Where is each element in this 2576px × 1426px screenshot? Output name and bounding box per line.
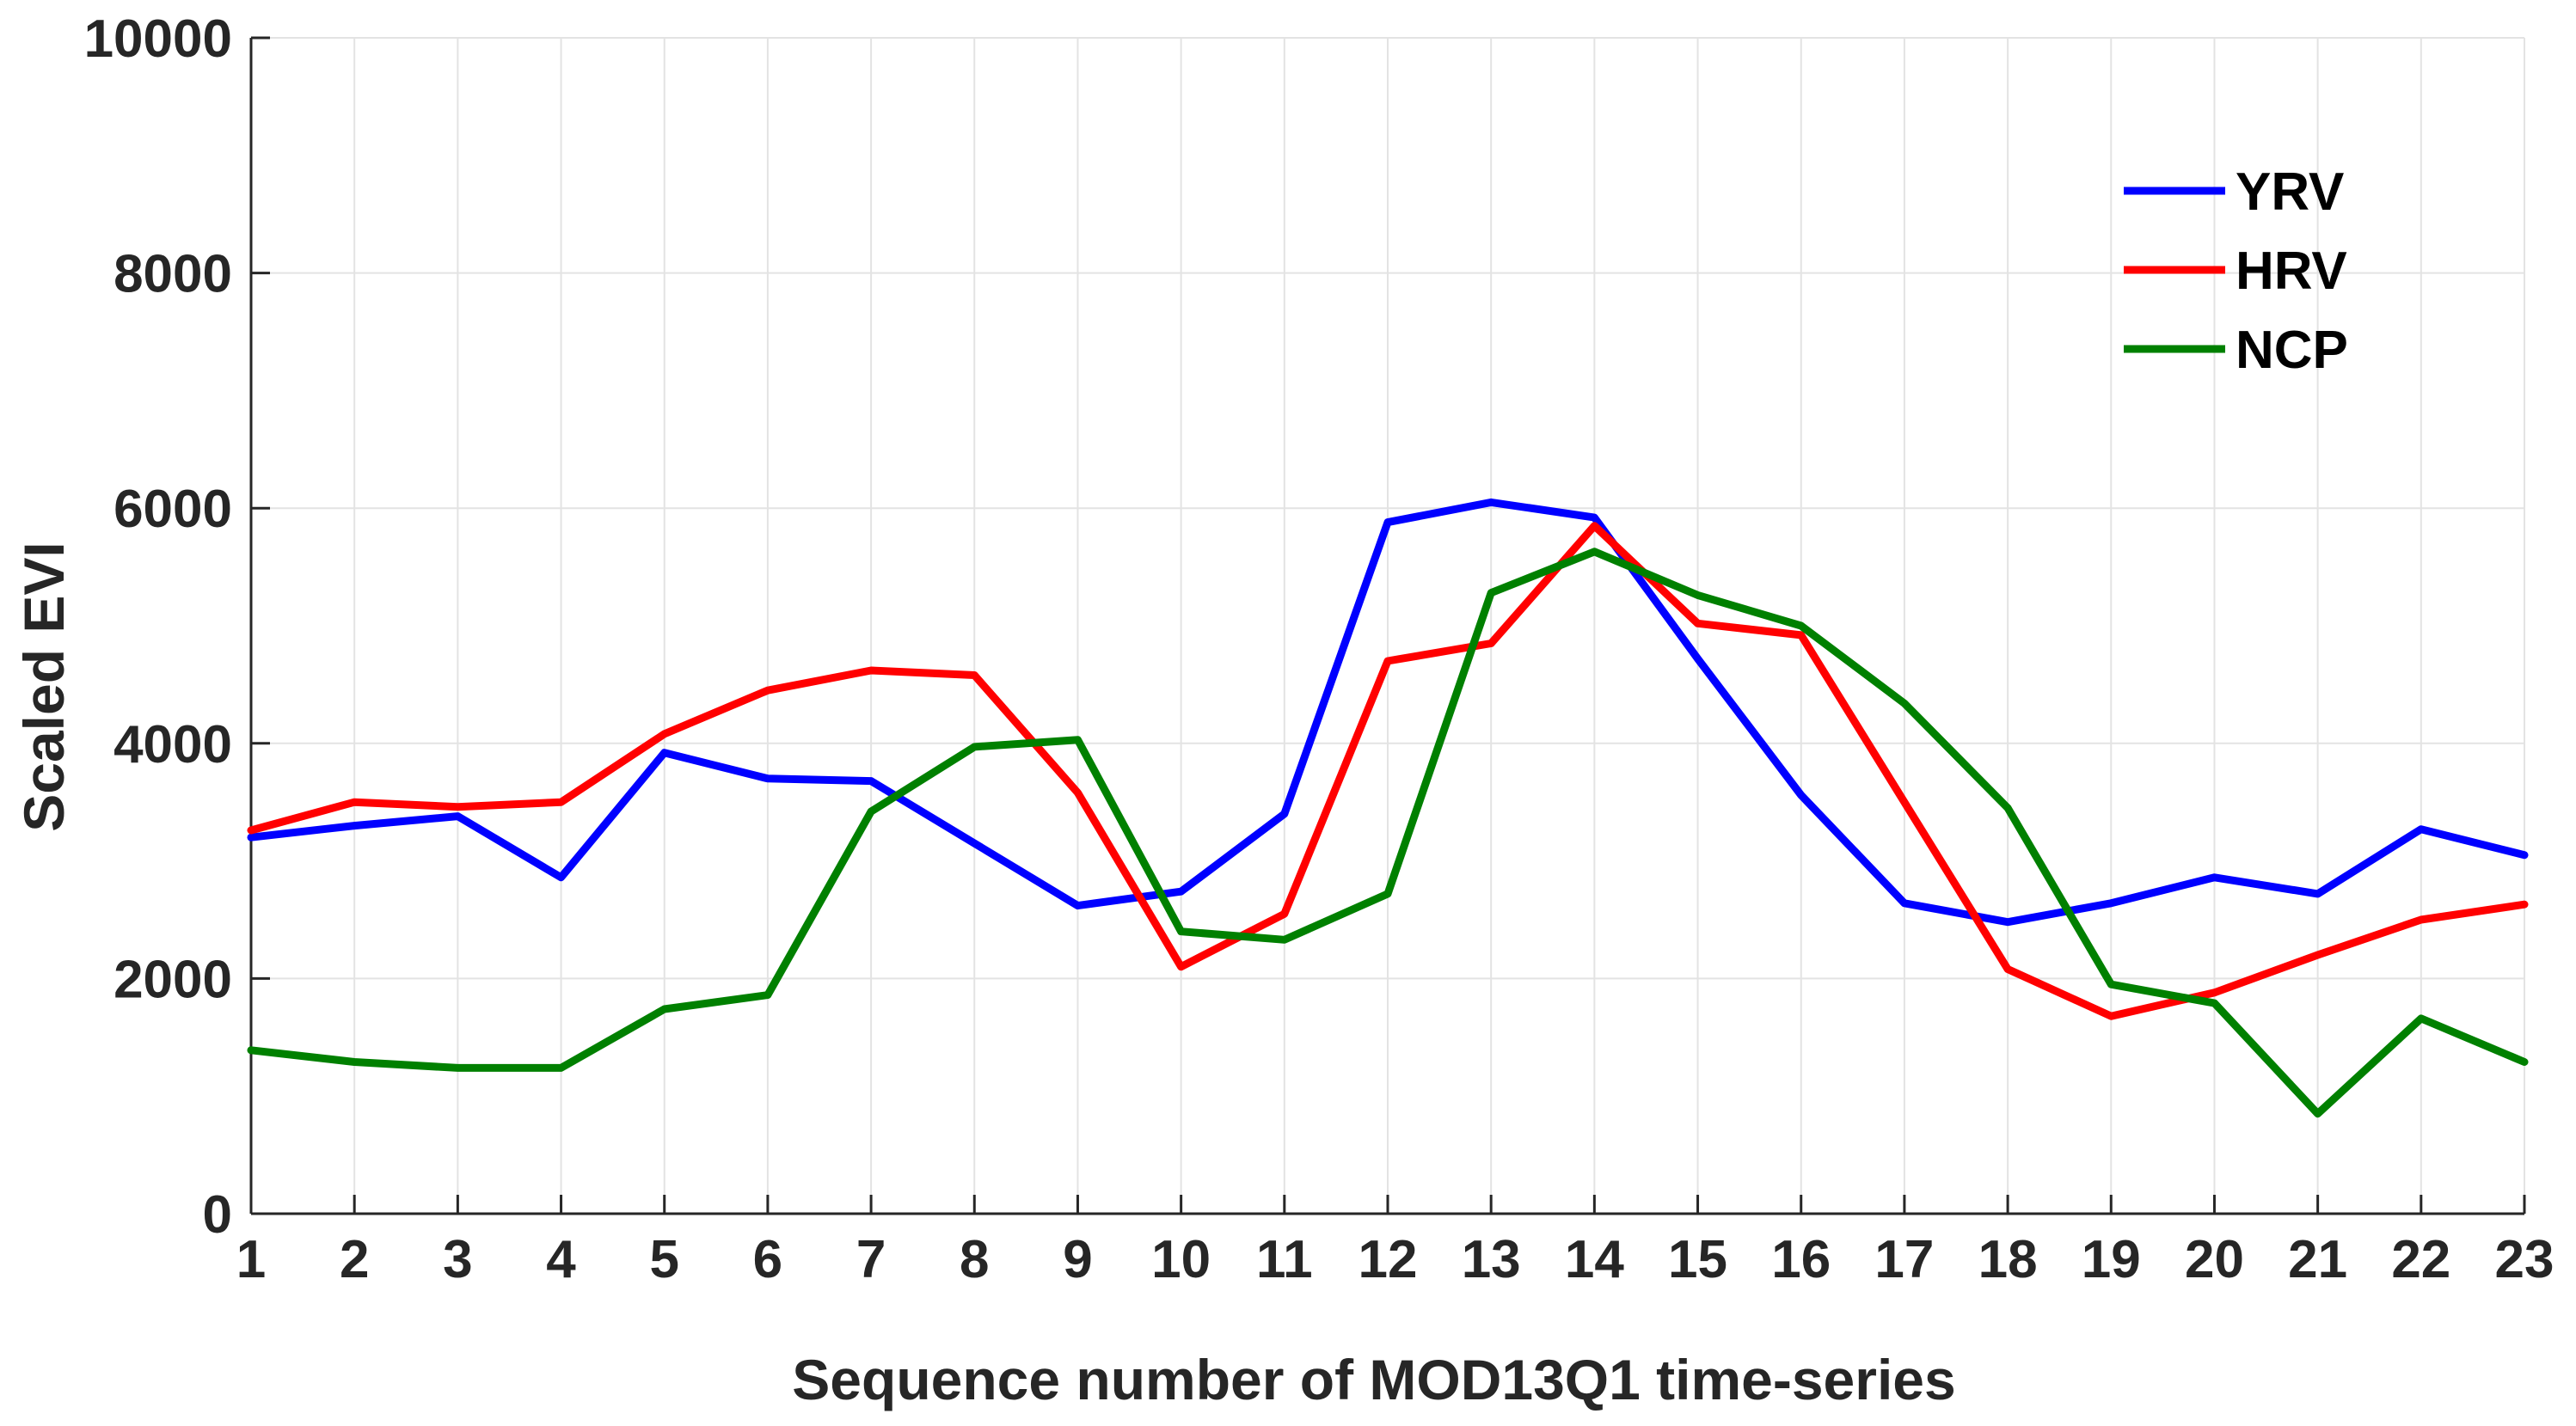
y-tick-label: 4000 [113, 715, 232, 774]
x-tick-label: 18 [1978, 1230, 2038, 1289]
x-tick-label: 2 [340, 1230, 369, 1289]
x-tick-label: 8 [960, 1230, 989, 1289]
series-line-hrv [247, 522, 2529, 1020]
x-tick-label: 7 [856, 1230, 886, 1289]
x-tick-label: 11 [1256, 1230, 1313, 1289]
x-tick-label: 12 [1359, 1230, 1418, 1289]
legend-label-yrv: YRV [2236, 162, 2344, 222]
legend-label-hrv: HRV [2236, 242, 2347, 301]
y-tick-label: 8000 [113, 245, 232, 304]
series-line-ncp [247, 548, 2529, 1118]
x-tick-label: 15 [1668, 1230, 1727, 1289]
x-tick-label: 20 [2185, 1230, 2244, 1289]
x-tick-label: 22 [2391, 1230, 2450, 1289]
grid [250, 37, 2525, 1215]
series-lines [247, 498, 2529, 1118]
y-axis-label: Scaled EVI [12, 542, 76, 832]
y-tick-label: 0 [203, 1185, 232, 1245]
x-tick-label: 6 [753, 1230, 782, 1289]
x-tick-label: 21 [2288, 1230, 2347, 1289]
x-tick-labels: 1 2 3 4 5 6 7 8 9 10 11 12 13 14 15 16 17 18 19 20 21 22 23 [236, 1230, 2555, 1289]
axes [249, 36, 2526, 1215]
legend: YRV HRV NCP [2124, 162, 2348, 380]
x-axis-label: Sequence number of MOD13Q1 time-series [792, 1348, 1955, 1411]
x-tick-label: 9 [1063, 1230, 1092, 1289]
x-tick-label: 17 [1874, 1230, 1934, 1289]
x-tick-label: 3 [443, 1230, 472, 1289]
x-tick-label: 10 [1151, 1230, 1211, 1289]
y-tick-label: 6000 [113, 480, 232, 539]
y-tick-labels: 0 2000 4000 6000 8000 10000 [84, 9, 232, 1245]
x-tick-label: 1 [236, 1230, 266, 1289]
x-tick-label: 16 [1771, 1230, 1831, 1289]
x-tick-label: 13 [1462, 1230, 1521, 1289]
x-tick-label: 23 [2495, 1230, 2555, 1289]
x-tick-label: 5 [649, 1230, 678, 1289]
x-tick-label: 19 [2082, 1230, 2141, 1289]
y-tick-label: 2000 [113, 950, 232, 1009]
y-tick-label: 10000 [84, 9, 232, 69]
x-tick-label: 14 [1565, 1230, 1624, 1289]
legend-label-ncp: NCP [2236, 321, 2348, 380]
series-line-yrv [247, 498, 2529, 927]
x-tick-label: 4 [546, 1230, 576, 1289]
